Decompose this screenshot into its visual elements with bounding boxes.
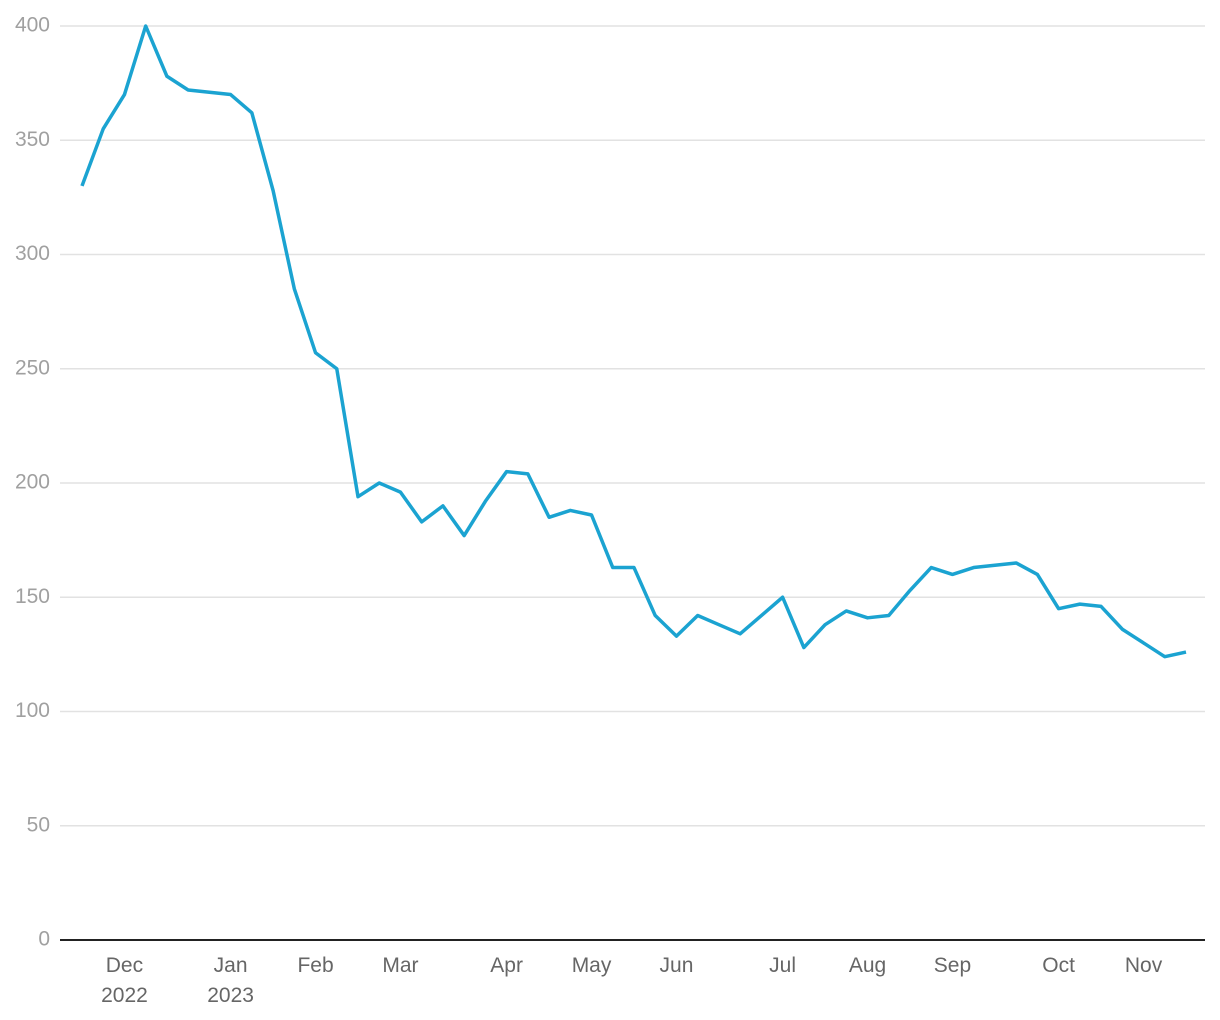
y-tick-label: 400	[15, 14, 50, 37]
y-tick-label: 0	[38, 928, 50, 951]
x-tick-label: Feb	[297, 954, 334, 977]
x-tick-label: Sep	[933, 954, 972, 977]
y-tick-label: 250	[15, 356, 50, 379]
y-tick-label: 100	[15, 699, 50, 722]
x-tick-label: Dec 2022	[101, 954, 148, 1007]
x-tick-label: Apr	[490, 954, 523, 977]
y-tick-label: 50	[27, 813, 50, 836]
x-tick-label: May	[571, 954, 612, 977]
y-tick-label: 150	[15, 585, 50, 608]
x-tick-label: Oct	[1042, 954, 1075, 977]
x-tick-label: Jul	[769, 954, 797, 977]
x-tick-label: Mar	[382, 954, 419, 977]
x-tick-label: Jan 2023	[207, 954, 254, 1007]
line-series	[80, 24, 1187, 659]
y-tick-label: 200	[15, 471, 50, 494]
x-tick-label: Nov	[1124, 954, 1163, 977]
y-tick-label: 300	[15, 242, 50, 265]
x-tick-label: Jun	[659, 954, 694, 977]
x-tick-label: Aug	[848, 954, 887, 977]
y-tick-label: 350	[15, 128, 50, 151]
